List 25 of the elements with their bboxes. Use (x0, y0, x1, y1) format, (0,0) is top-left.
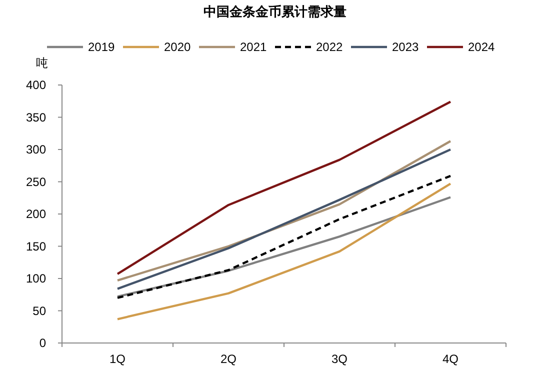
legend-label: 2023 (392, 40, 420, 54)
legend-label: 2019 (88, 40, 116, 54)
legend-label: 2024 (468, 40, 496, 54)
y-tick-label: 200 (26, 207, 46, 221)
line-series (116, 182, 452, 320)
x-tick-label: 3Q (331, 352, 348, 366)
legend-label: 2021 (240, 40, 268, 54)
line-series (116, 174, 452, 299)
y-tick-label: 50 (32, 304, 46, 318)
x-tick-label: 4Q (442, 352, 459, 366)
legend-label: 2020 (164, 40, 192, 54)
y-tick-label: 350 (26, 110, 46, 124)
y-tick-label: 150 (26, 239, 46, 254)
y-tick-label: 0 (39, 336, 46, 350)
line-series (116, 100, 452, 276)
y-tick-label: 400 (26, 78, 46, 92)
y-tick-label: 300 (26, 142, 46, 156)
x-tick-label: 2Q (220, 352, 237, 366)
chart-title: 中国金条金币累计需求量 (204, 4, 346, 19)
x-tick-label: 1Q (109, 352, 126, 366)
y-tick-label: 250 (26, 174, 46, 189)
y-axis-title: 吨 (36, 56, 48, 70)
line-series (116, 196, 452, 298)
legend-label: 2022 (316, 40, 344, 54)
y-tick-label: 100 (26, 272, 46, 286)
